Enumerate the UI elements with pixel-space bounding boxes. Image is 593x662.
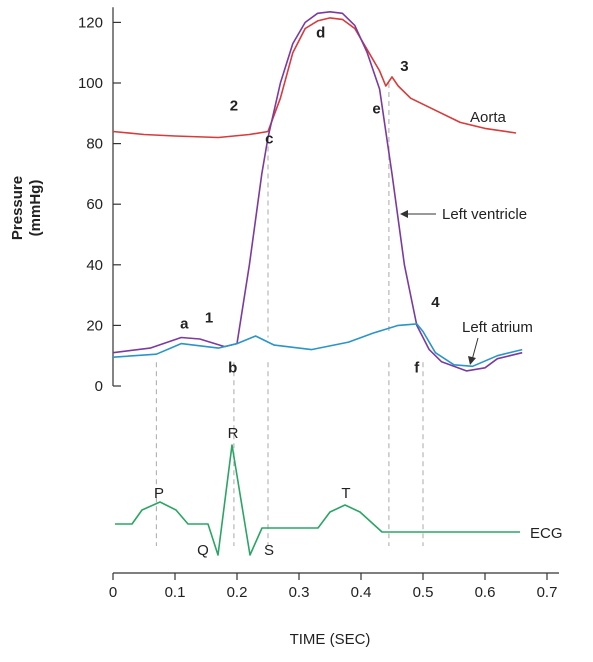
y-axis-label-line2: (mmHg) [27, 180, 44, 237]
point-label-1: 1 [205, 309, 213, 326]
ecg-wave-label-P: P [154, 485, 164, 502]
x-tick-label-0.3: 0.3 [289, 584, 310, 601]
y-tick-label-40: 40 [86, 257, 103, 274]
x-tick-label-0.2: 0.2 [227, 584, 248, 601]
point-label-d: d [316, 25, 325, 42]
x-tick-label-0.5: 0.5 [413, 584, 434, 601]
ecg-trace: P Q R S T ECG [115, 425, 563, 559]
point-label-e: e [372, 100, 380, 117]
point-label-a: a [180, 315, 189, 332]
x-tick-label-0: 0 [109, 584, 117, 601]
x-tick-label-0.6: 0.6 [475, 584, 496, 601]
series-label-aorta: Aorta [470, 109, 507, 126]
pressure-curves [112, 11, 523, 372]
y-tick-label-100: 100 [78, 75, 103, 92]
ecg-line [115, 444, 520, 556]
pressure-axes: 0 20 40 60 80 100 120 [78, 7, 121, 395]
dashed-guides [155, 83, 424, 546]
time-axis: 0 0.1 0.2 0.3 0.4 0.5 0.6 0.7 [109, 572, 559, 601]
series-line-ventricle [112, 11, 523, 372]
pointer-head-left-atrium [468, 356, 476, 365]
x-tick-label-0.1: 0.1 [165, 584, 186, 601]
ecg-label: ECG [530, 525, 563, 542]
ecg-wave-label-T: T [341, 485, 350, 502]
point-label-3: 3 [400, 58, 408, 75]
pointer-left-atrium [471, 337, 479, 361]
y-tick-label-80: 80 [86, 136, 103, 153]
y-tick-label-120: 120 [78, 14, 103, 31]
y-tick-label-60: 60 [86, 196, 103, 213]
ecg-wave-label-Q: Q [197, 542, 209, 559]
ecg-wave-label-S: S [264, 542, 274, 559]
x-tick-label-0.7: 0.7 [537, 584, 558, 601]
x-tick-label-0.4: 0.4 [351, 584, 372, 601]
point-label-b: b [228, 359, 237, 376]
series-line-aorta [112, 17, 517, 139]
series-label-left-ventricle: Left ventricle [442, 206, 527, 223]
point-label-c: c [265, 131, 273, 148]
pointer-head-left-ventricle [400, 210, 408, 218]
point-label-f: f [414, 359, 420, 376]
series-label-left-atrium: Left atrium [462, 319, 533, 336]
series-line-atrium [112, 323, 523, 368]
y-axis-label-line1: Pressure [9, 176, 26, 240]
point-label-4: 4 [431, 294, 440, 311]
y-tick-label-0: 0 [95, 378, 103, 395]
y-tick-label-20: 20 [86, 317, 103, 334]
x-axis-label: TIME (SEC) [290, 631, 371, 648]
point-label-2: 2 [230, 97, 238, 114]
annotations: Aorta Left ventricle Left atrium a 1 b 2 c d e 3 4 f [180, 25, 533, 377]
ecg-wave-label-R: R [228, 425, 239, 442]
